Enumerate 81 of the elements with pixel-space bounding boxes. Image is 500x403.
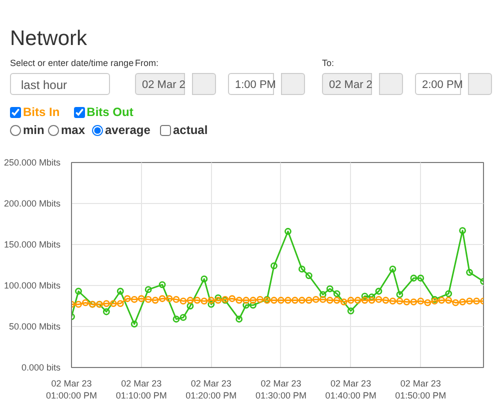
point bbox=[396, 298, 404, 305]
y-tick-label: 100.000 Mbits bbox=[4, 280, 61, 290]
point bbox=[473, 298, 480, 305]
text: Bits In bbox=[22, 105, 60, 119]
point bbox=[208, 296, 215, 304]
point bbox=[200, 298, 208, 305]
text: actual bbox=[172, 122, 208, 139]
text: 2:00 PM bbox=[415, 73, 463, 95]
point bbox=[158, 295, 166, 302]
point bbox=[319, 296, 326, 303]
x-tick-label: 02 Mar 23 01:30:00 PM bbox=[255, 378, 307, 400]
text: 1:00 PM bbox=[228, 73, 276, 95]
point bbox=[180, 298, 187, 305]
point bbox=[292, 296, 298, 304]
point bbox=[361, 296, 368, 304]
y-tick-label: 200.000 Mbits bbox=[4, 198, 61, 208]
point bbox=[138, 295, 145, 302]
point bbox=[417, 298, 424, 305]
text: average bbox=[104, 122, 150, 139]
point bbox=[298, 296, 306, 304]
text: From: bbox=[135, 57, 158, 70]
point bbox=[214, 296, 222, 304]
text: 02 Mar 2 bbox=[322, 73, 372, 95]
point bbox=[242, 296, 250, 304]
point bbox=[172, 296, 180, 303]
point bbox=[305, 296, 312, 304]
point bbox=[82, 299, 89, 306]
point bbox=[375, 296, 382, 303]
x-tick-label: 02 Mar 23 01:10:00 PM bbox=[116, 378, 167, 400]
text: Select or enter date/time range bbox=[10, 57, 134, 70]
point bbox=[389, 298, 396, 305]
point bbox=[347, 296, 354, 304]
y-tick-label: 150.000 Mbits bbox=[4, 240, 61, 250]
point bbox=[459, 298, 466, 306]
y-tick-label: 250.000 Mbits bbox=[4, 158, 61, 168]
x-tick-label: 02 Mar 23 01:00:00 PM bbox=[46, 378, 98, 400]
x-tick-label: 02 Mar 23 01:50:00 PM bbox=[395, 378, 446, 400]
text: To: bbox=[322, 57, 334, 70]
text: max bbox=[60, 122, 86, 139]
point bbox=[445, 296, 452, 304]
point bbox=[102, 300, 110, 307]
point bbox=[116, 300, 124, 307]
point bbox=[354, 296, 362, 304]
point bbox=[403, 298, 410, 306]
x-tick-label: 02 Mar 23 01:20:00 PM bbox=[186, 378, 237, 400]
text: Bits Out bbox=[86, 105, 134, 119]
y-tick-label: 50.000 Mbits bbox=[8, 322, 61, 332]
point bbox=[194, 296, 201, 304]
point bbox=[466, 298, 473, 305]
chart-title: Network bbox=[10, 26, 88, 52]
point bbox=[410, 298, 418, 306]
point bbox=[236, 296, 243, 304]
point bbox=[312, 296, 320, 303]
point bbox=[228, 295, 236, 302]
point bbox=[152, 296, 159, 304]
point bbox=[424, 299, 432, 306]
point bbox=[340, 298, 348, 306]
point bbox=[452, 299, 460, 306]
point bbox=[368, 296, 376, 304]
point bbox=[382, 296, 390, 304]
point bbox=[438, 296, 446, 304]
text: last hour bbox=[10, 73, 110, 95]
y-tick-label: 0.000 bits bbox=[21, 362, 61, 372]
point bbox=[333, 296, 340, 304]
point bbox=[270, 296, 278, 304]
point bbox=[144, 296, 152, 303]
point bbox=[75, 288, 82, 295]
point bbox=[256, 296, 264, 303]
point bbox=[166, 295, 173, 302]
text: 02 Mar 2 bbox=[135, 73, 186, 95]
point bbox=[124, 295, 131, 302]
x-tick-label: 02 Mar 23 01:40:00 PM bbox=[325, 378, 376, 400]
point bbox=[284, 296, 292, 304]
point bbox=[130, 296, 138, 303]
point bbox=[75, 300, 82, 308]
point bbox=[186, 296, 194, 304]
text: min bbox=[22, 122, 44, 139]
point bbox=[278, 296, 284, 304]
point bbox=[250, 296, 257, 304]
point bbox=[326, 296, 334, 304]
point bbox=[110, 300, 117, 307]
